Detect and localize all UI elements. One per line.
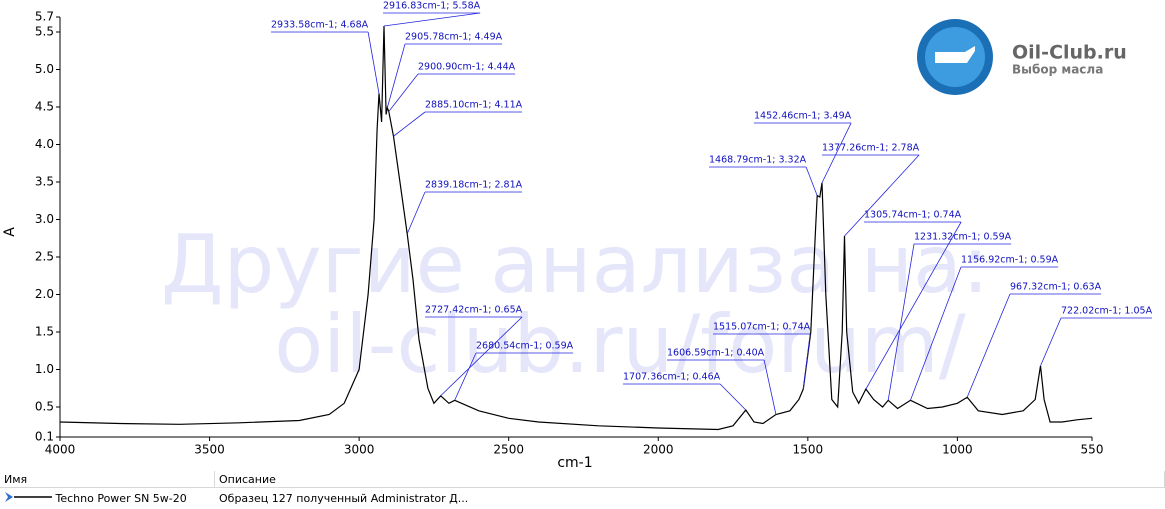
y-tick-label: 0.5 [35,400,54,414]
logo: Oil-Club.ru Выбор масла [917,19,1127,95]
chart: Другие анализа на: oil-club.ru/forum/ Oi… [2,1,1153,472]
y-tick-label: 1.5 [35,325,54,339]
spectrum-line [59,25,1093,431]
annotation-label: 1468.79cm-1; 3.32A [709,155,807,166]
column-header[interactable]: Имя [0,471,215,488]
annotation-leader [910,266,962,401]
column-header[interactable]: Описание [215,471,1165,488]
annotation-leader [454,352,477,401]
x-tick-label: 2500 [493,443,524,457]
y-tick-label: 5.0 [35,62,54,76]
annotation-label: 1156.92cm-1; 0.59A [961,255,1059,266]
annotation-leader [802,333,811,390]
annotation-leader [805,166,818,196]
annotation-leader [367,31,380,94]
y-tick-label: 2.0 [35,287,54,301]
annotation-leader [406,191,426,234]
y-axis-title: A [2,227,18,237]
annotation-label: 2680.54cm-1; 0.59A [476,341,574,352]
x-tick-label: 2000 [643,443,674,457]
row-name[interactable]: Techno Power SN 5w-20 [0,489,215,508]
annotation-label: 1231.32cm-1; 0.59A [914,232,1012,243]
y-tick-label: 0.1 [35,430,54,444]
watermark: Другие анализа на: [161,218,989,311]
annotation-leader [440,316,523,397]
annotation-leader [383,12,481,27]
row-icon [5,492,52,502]
annotation-label: 2916.83cm-1; 5.58A [383,1,481,12]
y-tick-label: 5.5 [35,25,54,39]
logo-title: Oil-Club.ru [1012,42,1127,64]
annotation-label: 1452.46cm-1; 3.49A [754,111,852,122]
annotation-leader [865,221,962,390]
y-tick-label: 4.5 [35,100,54,114]
annotation-leader [1040,317,1062,366]
x-tick-label: 3500 [194,443,225,457]
x-tick-label: 550 [1081,443,1104,457]
arrow [5,492,13,502]
y-tick-label: 5.7 [35,10,54,24]
annotation-label: 2885.10cm-1; 4.11A [425,100,523,111]
annotation-label: 722.02cm-1; 1.05A [1061,306,1153,317]
logo-subtitle: Выбор масла [1012,63,1103,77]
annotation-label: 2905.78cm-1; 4.49A [405,32,503,43]
watermark: oil-club.ru/forum/ [274,298,966,391]
annotation-leader [966,293,1011,398]
row-description[interactable]: Образец 127 полученный Administrator Д..… [219,492,469,505]
annotation-label: 1707.36cm-1; 0.46A [623,372,721,383]
annotation-label: 1515.07cm-1; 0.74A [713,322,811,333]
x-tick-label: 1500 [793,443,824,457]
annotation-leader [393,111,426,137]
annotation-leader [844,154,920,237]
y-tick-label: 1.0 [35,362,54,376]
annotation-leader [763,359,777,415]
x-axis-title: cm-1 [557,455,592,471]
annotation-leader [887,243,915,401]
y-tick-label: 2.5 [35,250,54,264]
table: Имя Описание Techno Power SN 5w-20 Образ… [0,471,1165,509]
annotation-label: 2933.58cm-1; 4.68A [271,20,369,31]
annotation-label: 2839.18cm-1; 2.81A [425,180,523,191]
annotation-label: 1606.59cm-1; 0.40A [667,348,765,359]
x-tick-label: 1000 [942,443,973,457]
annotation-leader [388,73,419,112]
annotation-label: 2727.42cm-1; 0.65A [425,305,523,316]
series-name: Techno Power SN 5w-20 [55,492,187,505]
x-tick-label: 4000 [45,443,76,457]
annotation-label: 1377.26cm-1; 2.78A [822,143,920,154]
annotation-label: 1305.74cm-1; 0.74A [864,210,962,221]
annotation-label: 967.32cm-1; 0.63A [1010,282,1102,293]
x-tick-label: 3000 [344,443,375,457]
y-tick-label: 3.5 [35,175,54,189]
y-tick-label: 3.0 [35,212,54,226]
annotation-leader [386,43,406,108]
annotation-leader [821,122,852,183]
logo-can [935,46,975,63]
annotation-label: 2900.90cm-1; 4.44A [418,62,516,73]
y-tick-label: 4.0 [35,137,54,151]
annotation-leader [719,383,747,411]
